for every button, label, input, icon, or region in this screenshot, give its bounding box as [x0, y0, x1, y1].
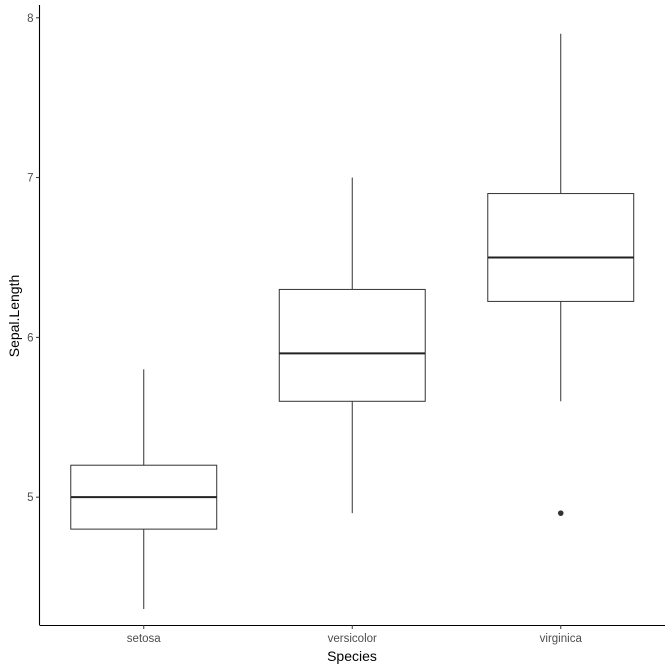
plot-marks [70, 33, 635, 610]
y-tick-label: 5 [27, 492, 33, 504]
x-axis-title: Species [327, 648, 377, 664]
x-tick-label: virginica [540, 633, 583, 645]
y-tick-label: 8 [27, 13, 33, 25]
y-tick-label: 6 [27, 332, 33, 344]
x-tick-label: setosa [127, 633, 161, 645]
box-virginica [487, 33, 635, 516]
x-axis-ticks: setosa versicolor virginica [127, 625, 583, 645]
box-versicolor [278, 177, 426, 514]
outlier-point [557, 510, 564, 516]
y-axis-title: Sepal.Length [6, 275, 22, 358]
y-tick-label: 7 [27, 173, 33, 185]
iqr-box [278, 288, 426, 402]
y-axis-ticks: 5 6 7 8 [27, 13, 40, 504]
x-tick-label: versicolor [328, 633, 377, 645]
box-setosa [70, 369, 218, 610]
iqr-box [487, 193, 635, 302]
